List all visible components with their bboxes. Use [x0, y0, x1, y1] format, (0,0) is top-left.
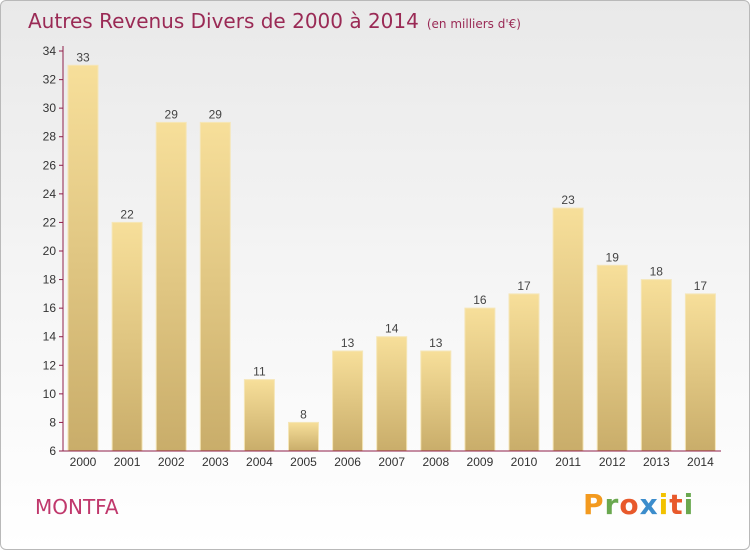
logo-letter: P	[583, 488, 605, 521]
chart-title: Autres Revenus Divers de 2000 à 2014 (en …	[28, 9, 521, 33]
value-label-2012: 19	[606, 250, 620, 264]
bar-2010	[508, 293, 540, 452]
bar-2007	[376, 336, 408, 452]
y-tick-label-10: 10	[43, 387, 57, 401]
x-tick-label-2001: 2001	[114, 455, 141, 469]
bar-2000	[67, 64, 99, 452]
y-tick-label-16: 16	[43, 301, 57, 315]
x-tick-label-2009: 2009	[467, 455, 494, 469]
bar-2011	[552, 207, 584, 452]
y-tick-label-30: 30	[43, 101, 57, 115]
proxiti-logo: Proxiti	[583, 488, 694, 521]
logo-letter: t	[669, 488, 684, 521]
bar-2005	[288, 421, 319, 452]
y-tick-label-14: 14	[43, 330, 57, 344]
bar-2009	[464, 307, 496, 452]
y-tick-label-6: 6	[49, 444, 56, 458]
y-tick-label-32: 32	[43, 73, 57, 87]
y-tick-label-18: 18	[43, 273, 57, 287]
x-tick-label-2013: 2013	[643, 455, 670, 469]
city-name: MONTFA	[35, 495, 119, 519]
value-label-2001: 22	[120, 207, 134, 221]
y-tick-label-28: 28	[43, 130, 57, 144]
value-label-2004: 11	[253, 365, 266, 379]
x-tick-label-2008: 2008	[422, 455, 449, 469]
y-tick-label-34: 34	[43, 44, 57, 58]
logo-letter: i	[658, 488, 670, 521]
y-tick-label-22: 22	[43, 215, 57, 229]
value-label-2014: 17	[694, 279, 708, 293]
x-tick-label-2005: 2005	[290, 455, 317, 469]
x-tick-label-2010: 2010	[511, 455, 538, 469]
bar-2008	[420, 350, 452, 452]
logo-letter: x	[639, 488, 659, 521]
y-tick-label-12: 12	[43, 358, 57, 372]
bar-2012	[596, 264, 628, 452]
y-tick-label-8: 8	[49, 415, 56, 429]
bar-2003	[199, 121, 231, 452]
value-label-2010: 17	[517, 279, 531, 293]
bar-2002	[155, 121, 187, 452]
x-tick-label-2003: 2003	[202, 455, 229, 469]
bar-2004	[243, 379, 275, 452]
value-label-2011: 23	[561, 193, 575, 207]
x-tick-label-2002: 2002	[158, 455, 185, 469]
value-label-2003: 29	[209, 107, 223, 121]
x-tick-label-2000: 2000	[70, 455, 97, 469]
bar-2014	[684, 293, 716, 452]
x-tick-label-2011: 2011	[555, 455, 581, 469]
x-tick-label-2014: 2014	[687, 455, 714, 469]
logo-letter: o	[619, 488, 640, 521]
value-label-2007: 14	[385, 322, 399, 336]
value-label-2002: 29	[165, 107, 179, 121]
y-tick-label-24: 24	[43, 187, 57, 201]
value-label-2013: 18	[650, 265, 664, 279]
x-tick-label-2007: 2007	[378, 455, 405, 469]
bar-2001	[111, 221, 143, 452]
x-tick-label-2012: 2012	[599, 455, 626, 469]
x-tick-label-2004: 2004	[246, 455, 273, 469]
value-label-2000: 33	[76, 50, 90, 64]
logo-letter: r	[604, 488, 620, 521]
y-tick-label-20: 20	[43, 244, 57, 258]
chart-subtitle: (en milliers d'€)	[426, 17, 521, 31]
value-label-2006: 13	[341, 336, 355, 350]
logo-letter: i	[683, 488, 695, 521]
value-label-2008: 13	[429, 336, 443, 350]
bar-2013	[640, 279, 672, 452]
value-label-2005: 8	[300, 407, 307, 421]
chart-title-text: Autres Revenus Divers de 2000 à 2014	[28, 9, 419, 33]
y-tick-label-26: 26	[43, 158, 57, 172]
x-tick-label-2006: 2006	[334, 455, 361, 469]
value-label-2009: 16	[473, 293, 487, 307]
bar-2006	[332, 350, 364, 452]
